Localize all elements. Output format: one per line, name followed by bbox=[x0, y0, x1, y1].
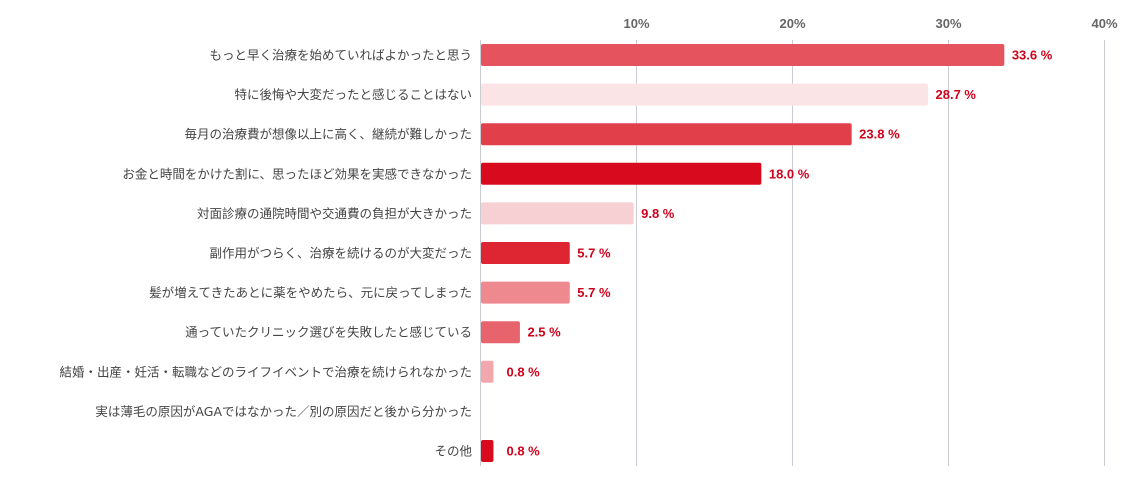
x-tick-label: 10% bbox=[623, 16, 649, 31]
category-label: 対面診療の通院時間や交通費の負担が大きかった bbox=[197, 206, 472, 221]
grid-layer bbox=[480, 40, 1105, 466]
bar bbox=[481, 44, 1005, 66]
bar bbox=[481, 242, 570, 264]
data-label: 33.6 % bbox=[1012, 48, 1053, 63]
data-label: 5.7 % bbox=[577, 246, 611, 261]
category-label: お金と時間をかけた割に、思ったほど効果を実感できなかった bbox=[122, 166, 472, 181]
category-label: その他 bbox=[434, 444, 472, 459]
data-label: 5.7 % bbox=[577, 285, 611, 300]
category-label: もっと早く治療を始めていればよかったと思う bbox=[209, 48, 472, 63]
bar bbox=[481, 281, 570, 304]
data-label: 28.7 % bbox=[936, 87, 977, 102]
category-label: 髪が増えてきたあとに薬をやめたら、元に戻ってしまった bbox=[149, 285, 472, 300]
bar bbox=[481, 162, 762, 185]
category-label: 結婚・出産・妊活・転職などのライフイベントで治療を続けられなかった bbox=[59, 364, 472, 379]
bar bbox=[481, 202, 634, 225]
category-labels: もっと早く治療を始めていればよかったと思う特に後悔や大変だったと感じることはない… bbox=[59, 48, 472, 459]
x-tick-label: 30% bbox=[935, 16, 961, 31]
bar bbox=[481, 83, 929, 106]
bar bbox=[481, 440, 494, 462]
bar bbox=[481, 360, 494, 383]
category-label: 毎月の治療費が想像以上に高く、継続が難しかった bbox=[184, 127, 472, 142]
category-label: 通っていたクリニック選びを失敗したと感じている bbox=[185, 325, 472, 340]
data-label: 0.8 % bbox=[507, 444, 541, 459]
bars bbox=[481, 44, 1005, 462]
category-label: 特に後悔や大変だったと感じることはない bbox=[234, 87, 472, 102]
value-labels: 33.6 % 28.7 % 23.8 % 18.0 % 9.8 % 5.7 % 5.7 % 2… bbox=[507, 48, 1053, 459]
data-label: 2.5 % bbox=[527, 325, 561, 340]
x-tick-label: 20% bbox=[779, 16, 805, 31]
tick-labels: 10% 20% 30% 40% bbox=[623, 16, 1117, 31]
data-label: 18.0 % bbox=[769, 166, 810, 181]
data-label: 23.8 % bbox=[859, 127, 900, 142]
data-label: 9.8 % bbox=[641, 206, 675, 221]
category-label: 副作用がつらく、治療を続けるのが大変だった bbox=[209, 246, 472, 261]
category-label: 実は薄毛の原因がAGAではなかった／別の原因だと後から分かった bbox=[95, 404, 472, 419]
bar bbox=[481, 321, 520, 344]
bar bbox=[481, 123, 852, 146]
x-tick-label: 40% bbox=[1091, 16, 1117, 31]
data-label: 0.8 % bbox=[507, 364, 541, 379]
